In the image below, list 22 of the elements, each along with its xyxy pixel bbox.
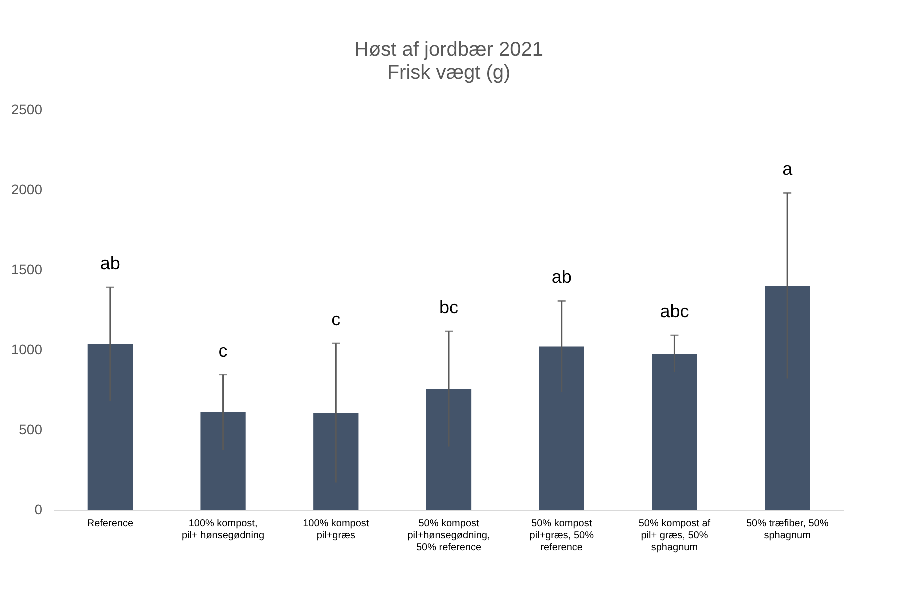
annotation: abc — [660, 302, 690, 322]
x-tick-label: 50% træfiber, 50% sphagnum — [746, 518, 829, 542]
x-tick-label: Reference — [87, 518, 134, 530]
y-tick-label: 0 — [34, 502, 43, 518]
x-tick-label: 50% kompost pil+græs, 50% reference — [530, 518, 594, 554]
annotation: ab — [100, 254, 120, 274]
chart-title: Høst af jordbær 2021 — [354, 39, 544, 61]
chart-subtitle: Frisk vægt (g) — [387, 62, 511, 84]
annotation: bc — [439, 298, 459, 318]
y-tick-label: 500 — [19, 422, 43, 438]
y-tick-label: 1500 — [11, 262, 43, 278]
annotation: ab — [552, 267, 572, 288]
annotation: c — [218, 340, 228, 361]
annotation: a — [782, 159, 794, 180]
x-tick-label: 100% kompost pil+græs — [303, 518, 370, 542]
x-tick-label: 50% kompost pil+hønsegødning, 50% reference — [408, 518, 490, 554]
y-tick-label: 2500 — [11, 102, 43, 118]
annotation: c — [332, 310, 341, 330]
y-tick-label: 1000 — [11, 342, 43, 358]
x-tick-label: 50% kompost af pil+ græs, 50% sphagnum — [638, 518, 711, 554]
y-tick-label: 2000 — [11, 182, 43, 198]
x-tick-label: 100% kompost, pil+ hønsegødning — [182, 518, 265, 542]
